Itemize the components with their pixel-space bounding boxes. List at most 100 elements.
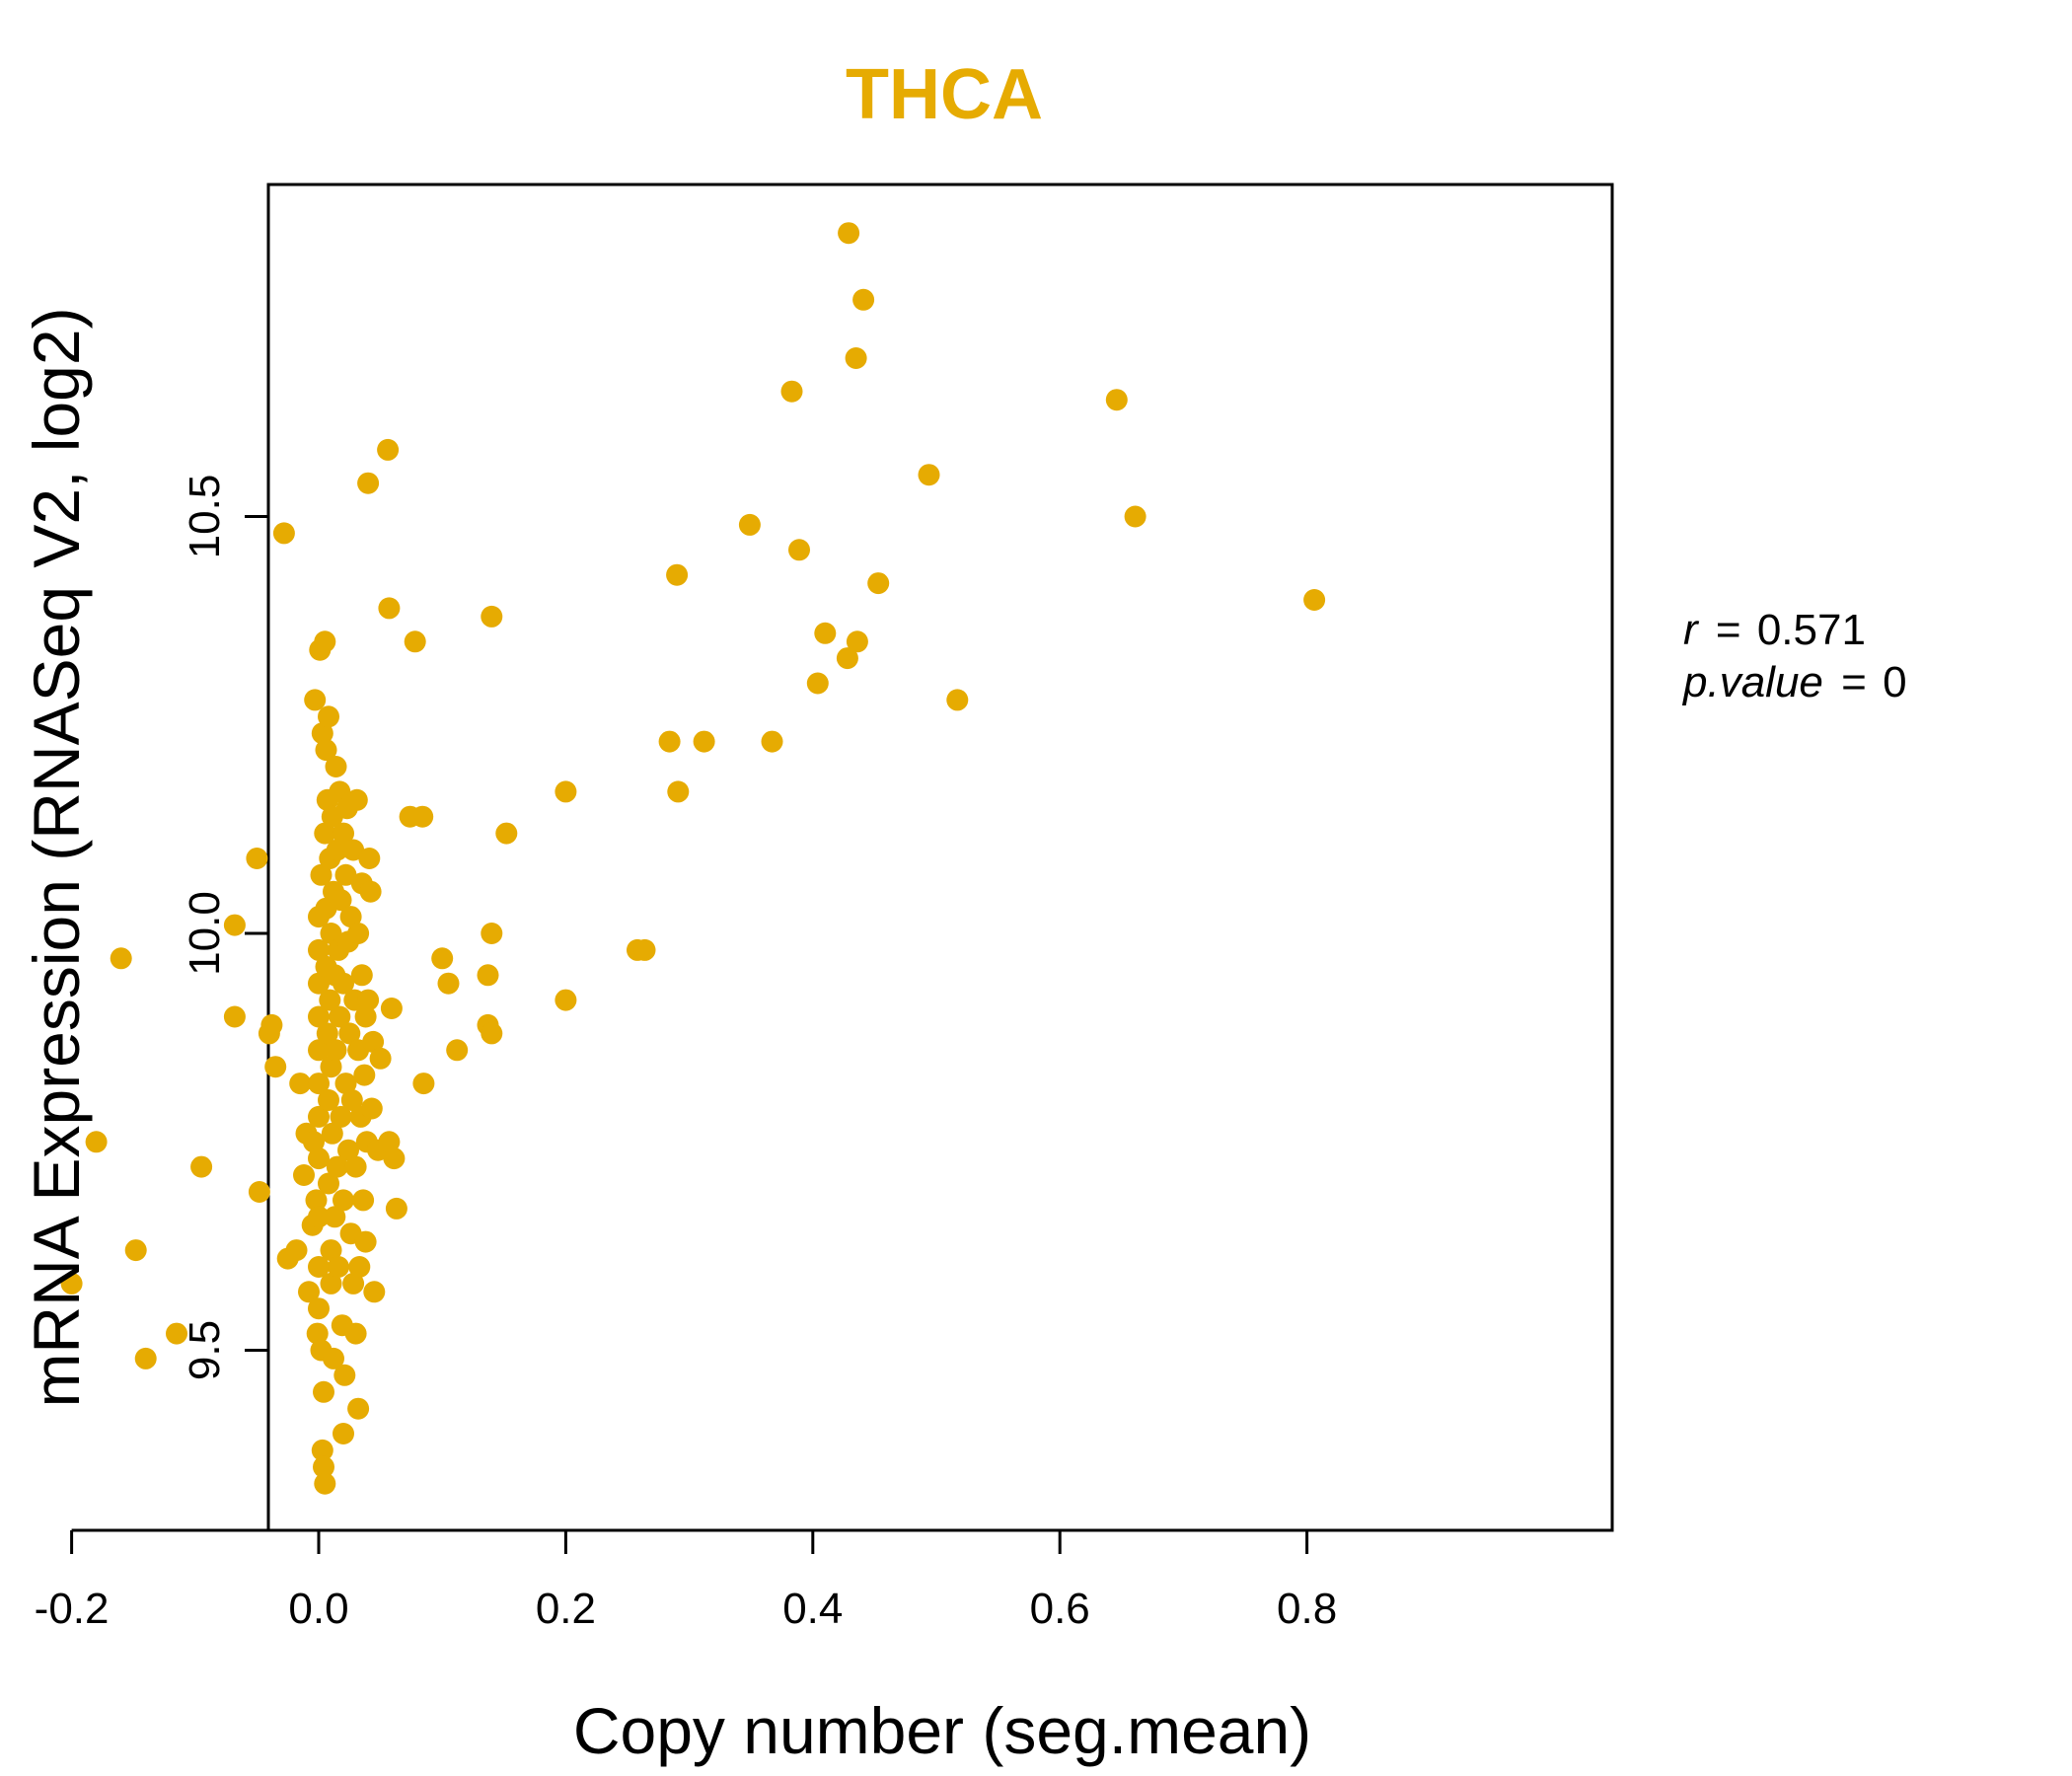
data-point (378, 597, 401, 620)
data-point (285, 1239, 308, 1262)
data-point (633, 938, 656, 961)
data-point (318, 705, 339, 728)
data-point (481, 923, 503, 944)
data-point (333, 1423, 354, 1444)
data-point (352, 1189, 375, 1212)
data-point (308, 938, 330, 961)
data-point (359, 880, 382, 903)
data-point (852, 288, 875, 311)
x-axis-label: Copy number (seg.mean) (573, 1694, 1311, 1767)
data-point (308, 1005, 330, 1028)
data-point (333, 1189, 354, 1212)
chart-title: THCA (846, 55, 1043, 134)
data-point (345, 788, 368, 811)
data-point (350, 964, 373, 987)
data-point (658, 730, 681, 753)
data-point (836, 647, 858, 670)
data-point (248, 1181, 270, 1203)
data-point (304, 689, 327, 711)
correlation-label: r (1683, 606, 1700, 654)
y-axis: 9.5 10.0 10.5 (181, 475, 270, 1380)
data-point (223, 1005, 246, 1028)
data-point (333, 822, 354, 845)
data-point (918, 464, 940, 486)
data-point (358, 848, 381, 869)
data-point (316, 1022, 338, 1045)
data-point (1124, 505, 1147, 528)
x-tick-label: -0.2 (35, 1585, 110, 1633)
y-tick-label: 10.0 (181, 891, 229, 976)
data-point (338, 1022, 361, 1045)
data-point (845, 347, 867, 369)
data-point (328, 1256, 349, 1278)
data-point (313, 1380, 334, 1403)
data-point (333, 1364, 356, 1386)
data-point (330, 1105, 352, 1128)
data-point (260, 1013, 283, 1036)
data-point (318, 1089, 339, 1111)
data-point (325, 756, 347, 777)
data-point (347, 923, 370, 944)
data-point (738, 513, 761, 536)
data-point (334, 863, 357, 886)
data-point (377, 438, 400, 461)
data-point (320, 1056, 342, 1078)
data-point (323, 1347, 344, 1369)
data-point (354, 1230, 377, 1253)
y-axis-label: mRNA Expression (RNASeq V2, log2) (20, 307, 93, 1407)
correlation-stat: r = 0.571 (1683, 606, 1866, 654)
data-point (310, 863, 333, 886)
x-axis: -0.2 0.0 0.2 0.4 0.6 0.8 (35, 1528, 1337, 1633)
data-point (555, 989, 577, 1011)
plot-frame (266, 183, 1614, 1532)
data-point (134, 1347, 157, 1369)
data-point (306, 1322, 329, 1345)
correlation-equals: = (1716, 606, 1741, 654)
data-point (357, 472, 380, 494)
data-point (838, 222, 860, 245)
data-point (85, 1131, 108, 1153)
data-point (311, 1439, 333, 1461)
data-point (305, 1189, 328, 1212)
data-point (788, 539, 810, 561)
data-point (321, 1122, 343, 1145)
data-point (354, 1005, 377, 1028)
data-point (320, 1272, 342, 1295)
data-point (362, 1030, 385, 1053)
data-point (124, 1239, 147, 1262)
data-point (308, 1039, 330, 1062)
data-point (946, 689, 969, 711)
data-point (780, 380, 803, 403)
data-point (329, 780, 351, 803)
x-tick-label: 0.2 (536, 1585, 596, 1633)
data-point (342, 1272, 365, 1295)
data-point (308, 1206, 330, 1228)
correlation-value: 0.571 (1757, 606, 1866, 654)
data-point (814, 622, 837, 644)
data-point (329, 1005, 351, 1028)
data-point (1105, 389, 1128, 411)
data-point (693, 730, 715, 753)
data-point (293, 1164, 315, 1186)
data-point (166, 1322, 187, 1345)
data-point (340, 1089, 363, 1111)
data-point (324, 1206, 346, 1228)
data-point (437, 972, 460, 995)
data-point (223, 914, 246, 936)
data-point (477, 964, 499, 987)
data-point (190, 1155, 213, 1178)
data-point (344, 1322, 367, 1345)
data-point (308, 1147, 330, 1170)
data-point (555, 780, 577, 803)
data-point (308, 1073, 330, 1095)
data-point (308, 1297, 330, 1320)
data-point (326, 839, 348, 861)
data-point (348, 1256, 371, 1278)
data-point (330, 889, 352, 912)
data-point (380, 998, 403, 1019)
data-point (313, 1455, 334, 1478)
data-point (246, 848, 268, 869)
data-point (360, 1097, 383, 1120)
data-point (264, 1056, 287, 1078)
